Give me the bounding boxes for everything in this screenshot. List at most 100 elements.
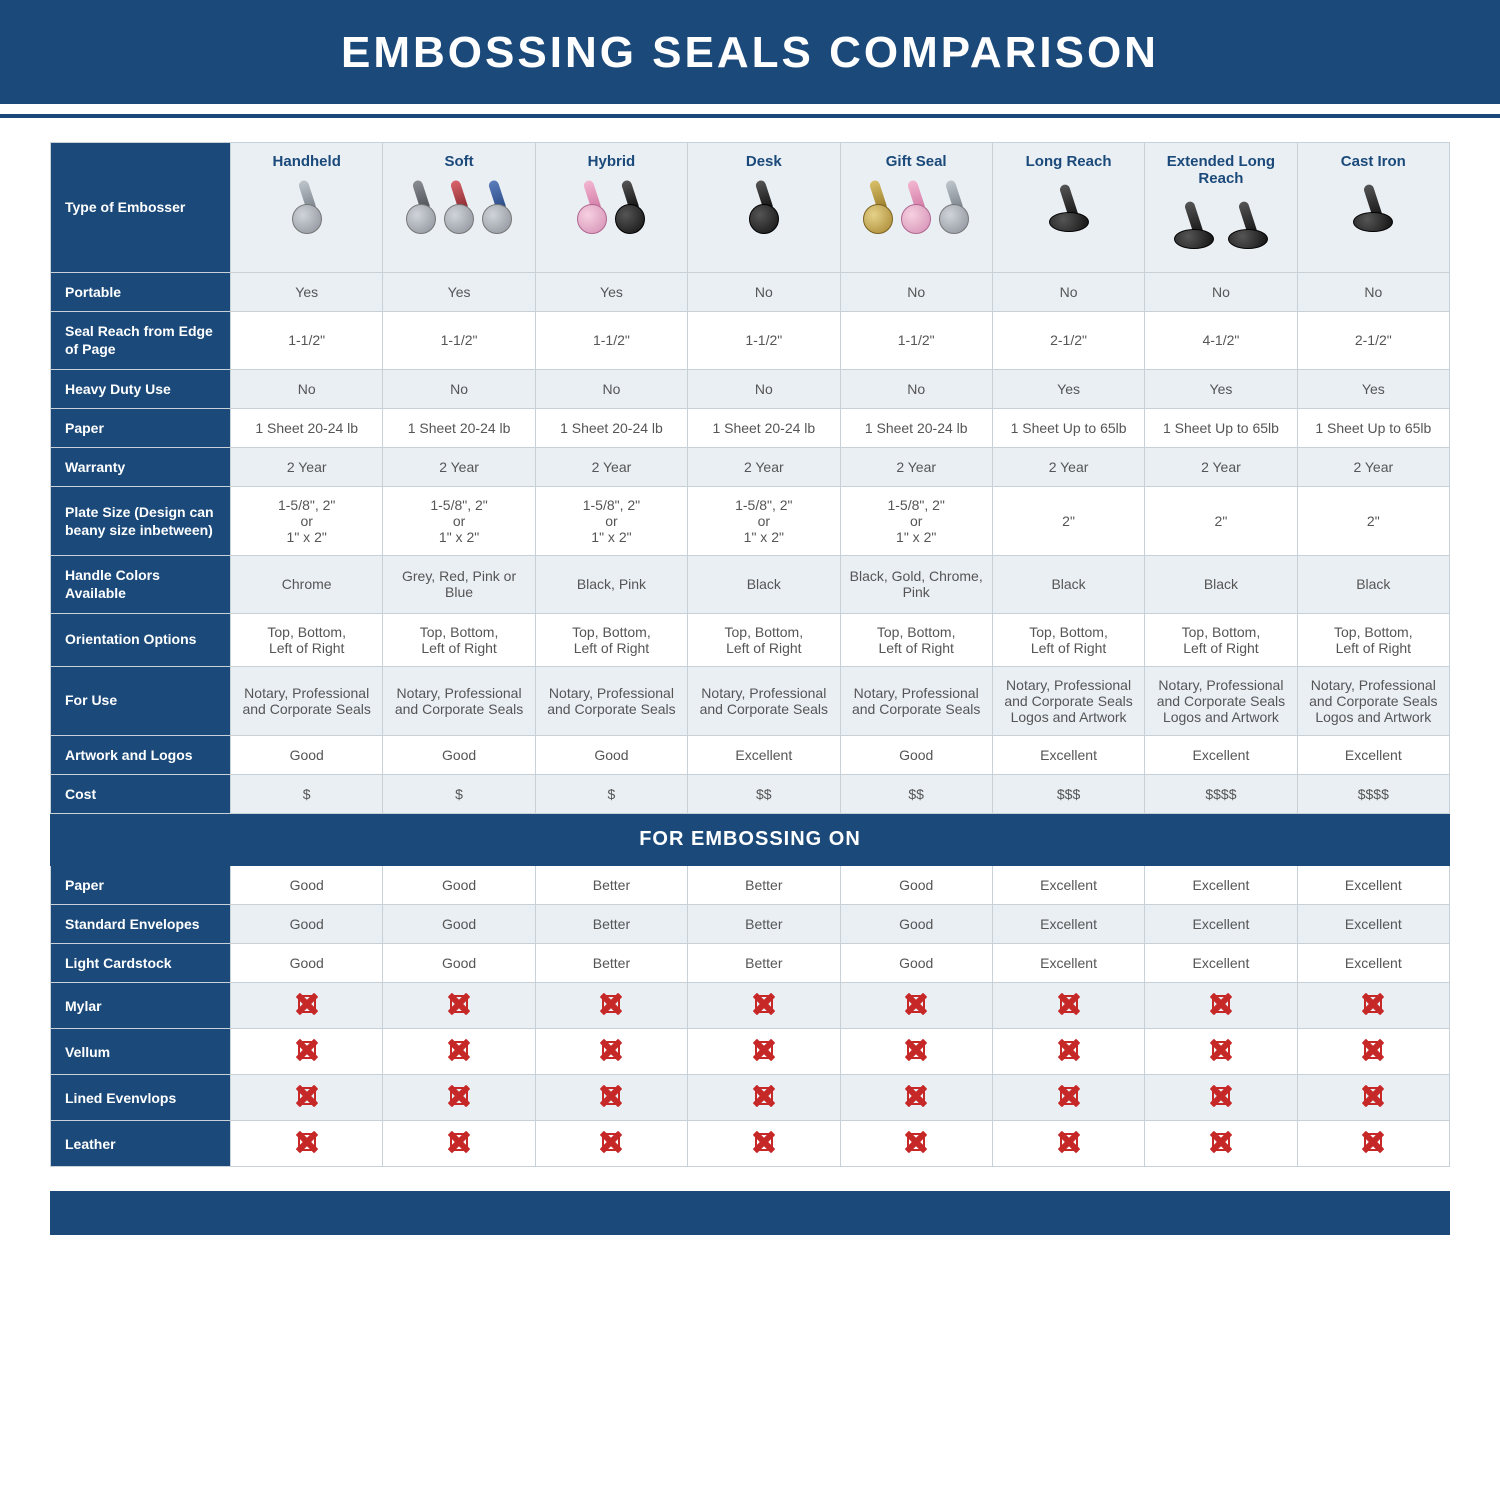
x-icon [600, 993, 622, 1015]
cell-heavy-gift: No [840, 369, 992, 408]
table-container: Type of EmbosserHandheldSoftHybridDeskGi… [0, 142, 1500, 1167]
cell-m_lined-castiron [1297, 1075, 1449, 1121]
cell-cost-longreach: $$$ [992, 774, 1144, 813]
row-m_leather: Leather [51, 1121, 1450, 1167]
cell-paper-handheld: 1 Sheet 20-24 lb [231, 408, 383, 447]
cell-m_leather-desk [688, 1121, 840, 1167]
cell-warranty-hybrid: 2 Year [535, 447, 687, 486]
cell-warranty-desk: 2 Year [688, 447, 840, 486]
cell-orient-gift: Top, Bottom,Left of Right [840, 613, 992, 666]
cell-orient-desk: Top, Bottom,Left of Right [688, 613, 840, 666]
cell-m_mylar-castiron [1297, 983, 1449, 1029]
cell-orient-handheld: Top, Bottom,Left of Right [231, 613, 383, 666]
cell-m_env-desk: Better [688, 905, 840, 944]
page-title: EMBOSSING SEALS COMPARISON [0, 28, 1500, 78]
x-icon [448, 1131, 470, 1153]
cell-plate-gift: 1-5/8", 2"or1" x 2" [840, 487, 992, 556]
col-head-desk: Desk [688, 143, 840, 273]
cell-m_lined-extlong [1145, 1075, 1297, 1121]
cell-handles-hybrid: Black, Pink [535, 556, 687, 613]
x-icon [905, 993, 927, 1015]
embosser-icon [389, 178, 528, 234]
cell-portable-hybrid: Yes [535, 273, 687, 312]
cell-artwork-gift: Good [840, 735, 992, 774]
row-label-m_mylar: Mylar [51, 983, 231, 1029]
row-label-m_leather: Leather [51, 1121, 231, 1167]
col-head-gift: Gift Seal [840, 143, 992, 273]
row-label-m_paper: Paper [51, 865, 231, 904]
cell-m_vellum-desk [688, 1029, 840, 1075]
cell-paper-extlong: 1 Sheet Up to 65lb [1145, 408, 1297, 447]
row-paper: Paper1 Sheet 20-24 lb1 Sheet 20-24 lb1 S… [51, 408, 1450, 447]
cell-handles-extlong: Black [1145, 556, 1297, 613]
type-label: Type of Embosser [51, 143, 231, 273]
row-label-m_env: Standard Envelopes [51, 905, 231, 944]
cell-plate-longreach: 2" [992, 487, 1144, 556]
embosser-icon [1151, 195, 1290, 251]
cell-portable-extlong: No [1145, 273, 1297, 312]
row-label-m_vellum: Vellum [51, 1029, 231, 1075]
cell-m_vellum-soft [383, 1029, 535, 1075]
cell-m_vellum-hybrid [535, 1029, 687, 1075]
cell-reach-desk: 1-1/2" [688, 312, 840, 369]
x-icon [753, 993, 775, 1015]
x-icon [448, 1039, 470, 1061]
row-m_card: Light CardstockGoodGoodBetterBetterGoodE… [51, 944, 1450, 983]
x-icon [1058, 1039, 1080, 1061]
cell-m_mylar-gift [840, 983, 992, 1029]
cell-foruse-hybrid: Notary, Professional and Corporate Seals [535, 666, 687, 735]
title-band: EMBOSSING SEALS COMPARISON [0, 0, 1500, 104]
header-row: Type of EmbosserHandheldSoftHybridDeskGi… [51, 143, 1450, 273]
cell-warranty-extlong: 2 Year [1145, 447, 1297, 486]
cell-reach-longreach: 2-1/2" [992, 312, 1144, 369]
x-icon [296, 1085, 318, 1107]
cell-m_card-soft: Good [383, 944, 535, 983]
x-icon [448, 1085, 470, 1107]
cell-cost-castiron: $$$$ [1297, 774, 1449, 813]
row-m_paper: PaperGoodGoodBetterBetterGoodExcellentEx… [51, 865, 1450, 904]
cell-orient-soft: Top, Bottom,Left of Right [383, 613, 535, 666]
cell-heavy-handheld: No [231, 369, 383, 408]
cell-artwork-desk: Excellent [688, 735, 840, 774]
x-icon [753, 1085, 775, 1107]
cell-m_leather-longreach [992, 1121, 1144, 1167]
x-icon [905, 1131, 927, 1153]
cell-paper-hybrid: 1 Sheet 20-24 lb [535, 408, 687, 447]
embosser-icon [237, 178, 376, 234]
row-label-heavy: Heavy Duty Use [51, 369, 231, 408]
cell-m_paper-soft: Good [383, 865, 535, 904]
cell-artwork-longreach: Excellent [992, 735, 1144, 774]
cell-m_env-hybrid: Better [535, 905, 687, 944]
row-label-handles: Handle Colors Available [51, 556, 231, 613]
cell-m_leather-handheld [231, 1121, 383, 1167]
cell-m_vellum-castiron [1297, 1029, 1449, 1075]
cell-m_env-gift: Good [840, 905, 992, 944]
cell-handles-desk: Black [688, 556, 840, 613]
footer-band [50, 1191, 1450, 1235]
row-warranty: Warranty2 Year2 Year2 Year2 Year2 Year2 … [51, 447, 1450, 486]
cell-artwork-hybrid: Good [535, 735, 687, 774]
cell-m_lined-desk [688, 1075, 840, 1121]
cell-reach-hybrid: 1-1/2" [535, 312, 687, 369]
cell-m_paper-handheld: Good [231, 865, 383, 904]
x-icon [600, 1131, 622, 1153]
section-divider: FOR EMBOSSING ON [51, 813, 1450, 865]
cell-m_vellum-extlong [1145, 1029, 1297, 1075]
cell-m_card-handheld: Good [231, 944, 383, 983]
cell-m_paper-hybrid: Better [535, 865, 687, 904]
cell-m_paper-extlong: Excellent [1145, 865, 1297, 904]
cell-m_env-handheld: Good [231, 905, 383, 944]
x-icon [296, 993, 318, 1015]
cell-foruse-handheld: Notary, Professional and Corporate Seals [231, 666, 383, 735]
cell-artwork-castiron: Excellent [1297, 735, 1449, 774]
x-icon [1210, 1085, 1232, 1107]
embosser-icon [847, 178, 986, 234]
row-m_mylar: Mylar [51, 983, 1450, 1029]
cell-m_lined-soft [383, 1075, 535, 1121]
cell-m_lined-longreach [992, 1075, 1144, 1121]
cell-paper-gift: 1 Sheet 20-24 lb [840, 408, 992, 447]
row-label-reach: Seal Reach from Edge of Page [51, 312, 231, 369]
col-head-hybrid: Hybrid [535, 143, 687, 273]
cell-m_env-soft: Good [383, 905, 535, 944]
col-head-handheld: Handheld [231, 143, 383, 273]
